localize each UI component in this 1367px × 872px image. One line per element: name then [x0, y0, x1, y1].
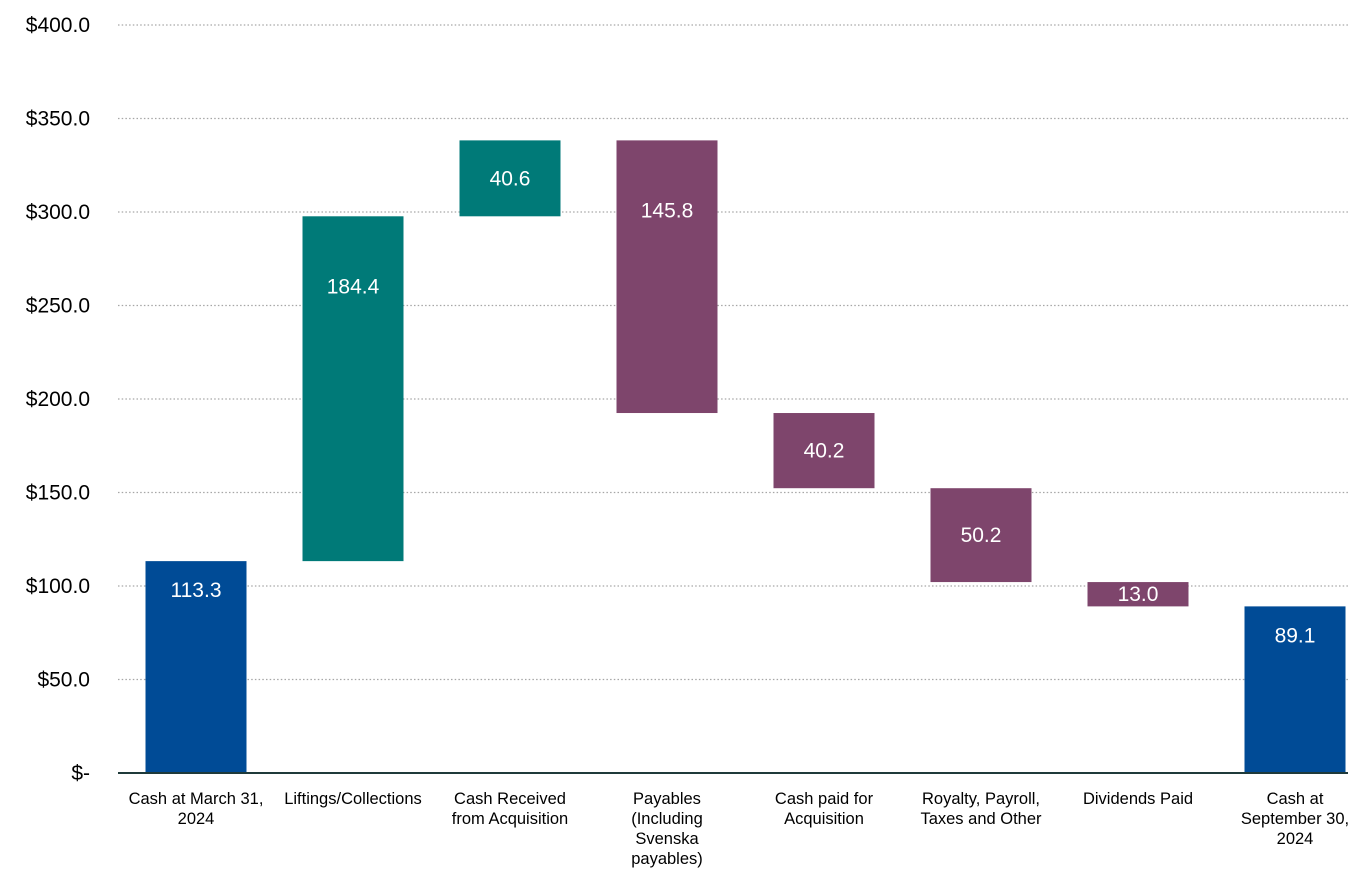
- x-category-label: Dividends Paid: [1083, 790, 1193, 808]
- y-tick-label: $400.0: [26, 14, 90, 37]
- x-axis-category-labels: Cash at March 31, 2024 Liftings/Collection…: [129, 790, 1350, 868]
- x-category-label: Cash paid for Acquisition: [775, 790, 874, 828]
- x-category-label: Cash Received from Acquisition: [452, 790, 568, 828]
- bar-data-label: 13.0: [1118, 583, 1159, 606]
- y-tick-label: $50.0: [37, 669, 90, 692]
- bar-data-label: 40.2: [804, 440, 845, 463]
- bar-total: [145, 561, 247, 773]
- y-axis-tick-labels: $- $50.0 $100.0 $150.0 $200.0 $250.0 $300.0 $35…: [26, 14, 90, 785]
- bar-data-label: 89.1: [1275, 624, 1316, 647]
- bar-total: [1244, 606, 1346, 773]
- y-tick-label: $100.0: [26, 575, 90, 598]
- bars: 113.3 184.4 40.6 145.8 40.2 50.2 13.0 89.1: [145, 140, 1346, 773]
- bar-data-label: 184.4: [327, 275, 380, 298]
- y-tick-label: $350.0: [26, 108, 90, 131]
- bar-decrease: [616, 140, 718, 414]
- x-category-label: Royalty, Payroll, Taxes and Other: [920, 790, 1042, 828]
- bar-decrease: [930, 488, 1032, 583]
- x-category-label: Cash at September 30, 2024: [1241, 790, 1349, 848]
- bar-data-label: 113.3: [171, 579, 222, 602]
- x-category-label: Payables (Including Svenska payables): [631, 790, 703, 868]
- y-tick-label: $300.0: [26, 201, 90, 224]
- x-category-label: Liftings/Collections: [284, 790, 422, 808]
- bar-data-label: 50.2: [961, 524, 1002, 547]
- bar-decrease: [773, 413, 875, 489]
- y-tick-label: $200.0: [26, 388, 90, 411]
- bar-decrease: [1087, 582, 1189, 607]
- bar-increase: [459, 140, 561, 217]
- bar-increase: [302, 216, 404, 562]
- x-category-label: Cash at March 31, 2024: [129, 790, 264, 828]
- y-tick-label: $150.0: [26, 482, 90, 505]
- y-tick-label: $250.0: [26, 295, 90, 318]
- y-tick-label: $-: [71, 762, 90, 785]
- bar-data-label: 145.8: [641, 199, 694, 222]
- bar-data-label: 40.6: [490, 167, 531, 190]
